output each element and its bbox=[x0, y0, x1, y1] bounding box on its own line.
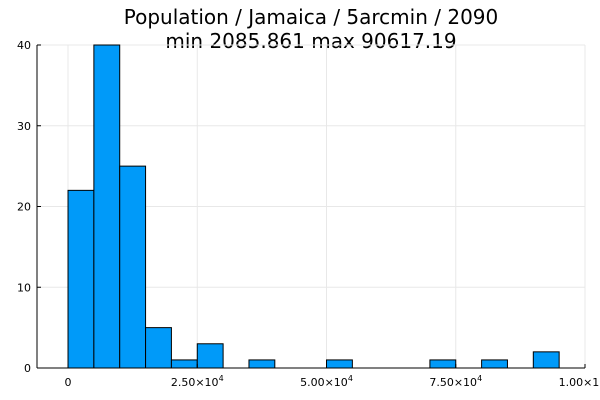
x-tick-label: 1.00×104 bbox=[559, 374, 600, 389]
x-tick-label: 5.00×104 bbox=[300, 374, 353, 389]
x-tick-exponent: 4 bbox=[348, 374, 353, 383]
histogram-bar bbox=[170, 359, 198, 369]
histogram-bar bbox=[248, 359, 276, 369]
histogram-bar bbox=[481, 359, 508, 369]
x-tick-label: 2.50×104 bbox=[171, 374, 224, 389]
histogram-bar bbox=[67, 189, 95, 369]
chart-subtitle: min 2085.861 max 90617.19 bbox=[165, 29, 456, 53]
y-axis-ticks: 0 10 20 30 40 bbox=[17, 39, 41, 375]
y-tick-label: 40 bbox=[17, 39, 31, 52]
y-tick-label: 30 bbox=[17, 120, 31, 133]
y-tick-label: 20 bbox=[17, 201, 31, 214]
histogram-bar bbox=[532, 351, 560, 369]
histogram-bar bbox=[93, 44, 121, 369]
histogram-bar bbox=[196, 343, 224, 369]
x-tick-exponent: 4 bbox=[219, 374, 224, 383]
histogram-bar bbox=[145, 327, 172, 369]
y-tick-label: 10 bbox=[17, 281, 31, 294]
histogram-bar bbox=[119, 165, 147, 369]
histogram-bar bbox=[326, 359, 353, 369]
x-tick-label: 0 bbox=[65, 376, 72, 389]
x-tick-exponent: 4 bbox=[477, 374, 482, 383]
histogram-bars bbox=[67, 44, 560, 369]
y-tick-label: 0 bbox=[24, 362, 31, 375]
chart-title: Population / Jamaica / 5arcmin / 2090 bbox=[124, 5, 499, 29]
histogram-bar bbox=[429, 359, 457, 369]
x-tick-label: 7.50×104 bbox=[429, 374, 482, 389]
x-axis-ticks: 0 2.50×104 5.00×104 7.50×104 1.00×104 bbox=[65, 364, 600, 389]
